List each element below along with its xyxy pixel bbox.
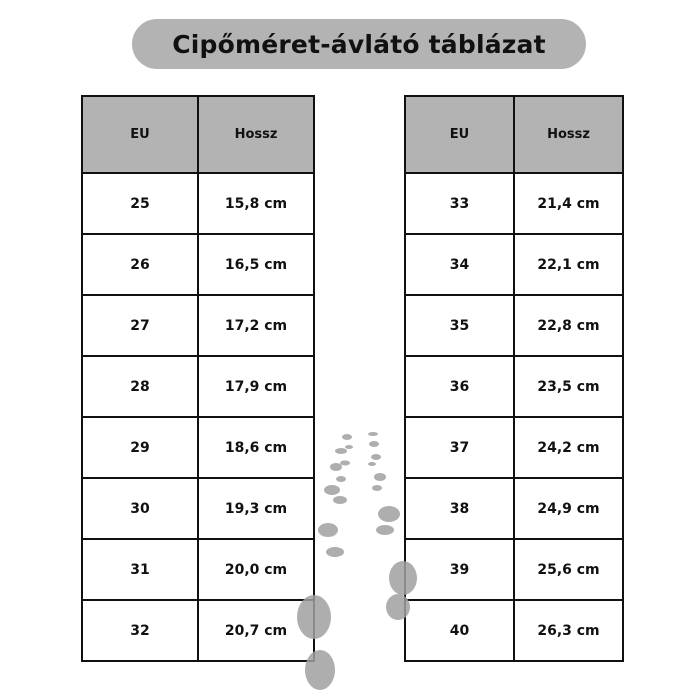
eu-size-cell: 31 (81, 538, 199, 601)
column-header-eu: EU (404, 95, 515, 174)
eu-size-cell: 38 (404, 477, 515, 540)
eu-size-cell: 33 (404, 172, 515, 235)
table-row: 39 25,6 cm (404, 538, 624, 601)
table-row: 32 20,7 cm (81, 599, 315, 662)
length-cell: 22,1 cm (513, 233, 624, 296)
column-header-eu: EU (81, 95, 199, 174)
table-row: 29 18,6 cm (81, 416, 315, 479)
table-row: 30 19,3 cm (81, 477, 315, 540)
eu-size-cell: 32 (81, 599, 199, 662)
table-row: 37 24,2 cm (404, 416, 624, 479)
length-cell: 22,8 cm (513, 294, 624, 357)
eu-size-cell: 26 (81, 233, 199, 296)
length-cell: 17,2 cm (197, 294, 315, 357)
length-cell: 16,5 cm (197, 233, 315, 296)
length-cell: 17,9 cm (197, 355, 315, 418)
length-cell: 15,8 cm (197, 172, 315, 235)
table-row: 40 26,3 cm (404, 599, 624, 662)
eu-size-cell: 39 (404, 538, 515, 601)
length-cell: 21,4 cm (513, 172, 624, 235)
length-cell: 20,7 cm (197, 599, 315, 662)
table-row: 33 21,4 cm (404, 172, 624, 235)
table-header-row: EU Hossz (404, 95, 624, 174)
table-row: 35 22,8 cm (404, 294, 624, 357)
eu-size-cell: 30 (81, 477, 199, 540)
eu-size-cell: 25 (81, 172, 199, 235)
length-cell: 25,6 cm (513, 538, 624, 601)
length-cell: 23,5 cm (513, 355, 624, 418)
table-header-row: EU Hossz (81, 95, 315, 174)
eu-size-cell: 37 (404, 416, 515, 479)
eu-size-cell: 35 (404, 294, 515, 357)
column-header-length: Hossz (513, 95, 624, 174)
table-row: 36 23,5 cm (404, 355, 624, 418)
column-header-length: Hossz (197, 95, 315, 174)
eu-size-cell: 34 (404, 233, 515, 296)
eu-size-cell: 28 (81, 355, 199, 418)
length-cell: 26,3 cm (513, 599, 624, 662)
eu-size-cell: 27 (81, 294, 199, 357)
length-cell: 20,0 cm (197, 538, 315, 601)
length-cell: 19,3 cm (197, 477, 315, 540)
table-row: 34 22,1 cm (404, 233, 624, 296)
title-banner: Cipőméret-ávlátó táblázat (132, 19, 586, 69)
table-row: 25 15,8 cm (81, 172, 315, 235)
table-row: 28 17,9 cm (81, 355, 315, 418)
eu-size-cell: 29 (81, 416, 199, 479)
eu-size-cell: 40 (404, 599, 515, 662)
length-cell: 24,9 cm (513, 477, 624, 540)
page-title: Cipőméret-ávlátó táblázat (172, 29, 546, 59)
table-row: 38 24,9 cm (404, 477, 624, 540)
table-row: 26 16,5 cm (81, 233, 315, 296)
table-row: 31 20,0 cm (81, 538, 315, 601)
eu-size-cell: 36 (404, 355, 515, 418)
size-table-left: EU Hossz 25 15,8 cm 26 16,5 cm 27 17,2 cm 28 17… (81, 95, 315, 662)
size-table-right: EU Hossz 33 21,4 cm 34 22,1 cm 35 22,8 cm 36 23… (404, 95, 624, 662)
length-cell: 18,6 cm (197, 416, 315, 479)
length-cell: 24,2 cm (513, 416, 624, 479)
table-row: 27 17,2 cm (81, 294, 315, 357)
